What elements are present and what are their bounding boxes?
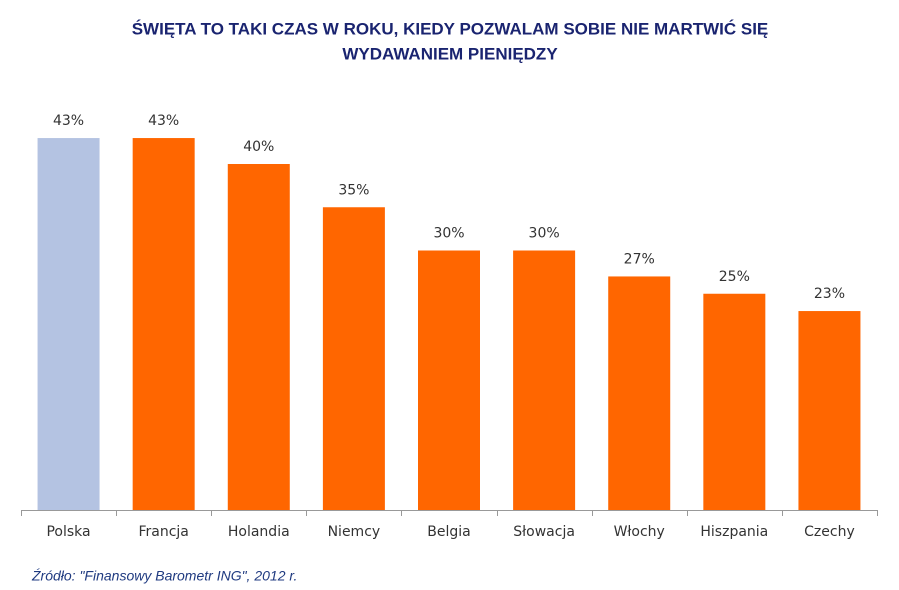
value-label: 30%	[433, 226, 464, 242]
bar	[418, 250, 480, 510]
x-tick-label: Włochy	[614, 524, 665, 540]
x-tick-label: Francja	[138, 524, 188, 540]
value-label: 43%	[53, 113, 84, 129]
x-tick-label: Polska	[46, 524, 90, 540]
bar	[608, 276, 671, 510]
x-tick-label: Słowacja	[513, 524, 575, 540]
value-label: 43%	[148, 113, 179, 129]
bar	[513, 250, 576, 510]
bar	[798, 311, 861, 510]
bar	[132, 138, 195, 511]
chart-title: ŚWIĘTA TO TAKI CZAS W ROKU, KIEDY POZWAL…	[132, 19, 769, 38]
value-label: 23%	[814, 286, 845, 302]
value-label: 30%	[529, 226, 560, 242]
x-tick-label: Holandia	[228, 524, 290, 540]
x-tick-label: Belgia	[427, 524, 470, 540]
bar	[703, 293, 766, 510]
x-tick-label: Niemcy	[328, 524, 381, 540]
bar	[37, 138, 100, 511]
x-tick-label: Czechy	[804, 524, 855, 540]
source-note: Źródło: "Finansowy Barometr ING", 2012 r…	[31, 568, 297, 584]
value-label: 27%	[624, 251, 655, 267]
bar	[322, 207, 385, 510]
bar	[227, 164, 290, 510]
value-label: 25%	[719, 269, 750, 285]
x-tick-label: Hiszpania	[700, 524, 768, 540]
chart-title: WYDAWANIEM PIENIĘDZY	[342, 44, 558, 63]
value-label: 40%	[243, 139, 274, 155]
value-label: 35%	[338, 182, 369, 198]
